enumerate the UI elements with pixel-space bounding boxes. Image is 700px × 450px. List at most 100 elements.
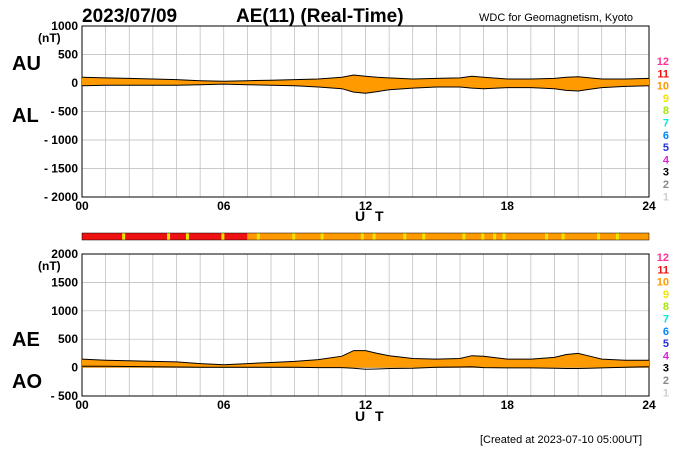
activity-level-label: 12 xyxy=(657,56,669,68)
y-tick-label: - 500 xyxy=(51,389,79,403)
al-series-line xyxy=(81,83,650,94)
created-timestamp: [Created at 2023-07-10 05:00UT] xyxy=(480,434,642,446)
y-tick-label: 500 xyxy=(58,48,78,62)
activity-level-label: 9 xyxy=(663,93,669,105)
activity-bar-marker xyxy=(545,233,549,240)
activity-level-label: 9 xyxy=(663,289,669,301)
y-tick-label: 0 xyxy=(71,361,78,375)
x-tick-label: 12 xyxy=(359,199,373,213)
au-series-area xyxy=(82,75,649,83)
au-al-x-tick-labels: 00 06 12 18 24 xyxy=(75,199,656,213)
ae-series-line xyxy=(81,350,649,366)
activity-level-label: 6 xyxy=(663,130,669,142)
y-tick-label: - 2000 xyxy=(44,190,78,204)
au-al-unit-label: (nT) xyxy=(38,31,61,45)
ae-series-area xyxy=(82,350,649,368)
activity-level-label: 5 xyxy=(663,338,669,350)
activity-level-label: 7 xyxy=(663,314,669,326)
activity-level-label: 3 xyxy=(663,167,669,179)
activity-level-bar xyxy=(81,232,650,241)
activity-bar-segment xyxy=(82,233,248,240)
activity-level-label: 2 xyxy=(663,375,669,387)
activity-bar-marker xyxy=(462,233,466,240)
activity-bar-marker xyxy=(493,233,497,240)
y-tick-label: - 1000 xyxy=(44,133,78,147)
au-al-chart: 1000 500 0 - 500 - 1000 - 1500 - 2000 00 06 12 18… xyxy=(12,19,656,224)
x-tick-label: 24 xyxy=(642,199,656,213)
activity-bar-marker xyxy=(167,233,171,240)
activity-level-label: 8 xyxy=(663,301,669,313)
activity-level-label: 1 xyxy=(663,387,669,399)
activity-bar-marker xyxy=(481,233,485,240)
au-al-x-axis-label: U T xyxy=(355,208,387,224)
au-axis-label: AU xyxy=(12,53,41,75)
activity-bar-marker xyxy=(292,233,296,240)
y-tick-label: 1000 xyxy=(51,19,78,33)
activity-bar-marker xyxy=(597,233,601,240)
ae-ao-unit-label: (nT) xyxy=(38,259,61,273)
ae-ao-plot-frame xyxy=(81,253,650,397)
y-tick-label: 1500 xyxy=(51,275,78,289)
x-tick-label: 24 xyxy=(642,398,656,412)
activity-bar-marker xyxy=(372,233,376,240)
activity-level-label: 1 xyxy=(663,191,669,203)
activity-bar-marker xyxy=(502,233,506,240)
ae-ao-y-tick-labels: 2000 1500 1000 500 0 - 500 xyxy=(51,247,79,403)
activity-level-label: 4 xyxy=(663,350,670,362)
y-tick-label: - 500 xyxy=(51,105,79,119)
x-tick-label: 06 xyxy=(217,199,231,213)
activity-level-label: 8 xyxy=(663,105,669,117)
au-series-line xyxy=(81,74,650,82)
activity-bar-marker xyxy=(615,233,619,240)
al-axis-label: AL xyxy=(12,105,39,127)
au-al-plot-frame xyxy=(81,25,650,198)
date-title: 2023/07/09 xyxy=(82,6,177,27)
au-al-y-tick-labels: 1000 500 0 - 500 - 1000 - 1500 - 2000 xyxy=(44,19,78,204)
activity-bar-marker xyxy=(185,233,189,240)
x-tick-label: 12 xyxy=(359,398,373,412)
activity-bar-frame xyxy=(81,232,650,241)
ae-ao-chart: 2000 1500 1000 500 0 - 500 00 06 12 18 24 (nT) AE… xyxy=(12,247,656,424)
activity-level-label: 5 xyxy=(663,142,669,154)
activity-level-label: 10 xyxy=(657,277,669,289)
activity-bar-marker xyxy=(360,233,364,240)
y-tick-label: 0 xyxy=(71,76,78,90)
activity-bar-marker xyxy=(256,233,260,240)
x-tick-label: 18 xyxy=(501,199,515,213)
y-tick-label: 1000 xyxy=(51,304,78,318)
activity-bar-marker xyxy=(561,233,565,240)
y-tick-label: - 1500 xyxy=(44,162,78,176)
ao-series-line xyxy=(82,365,650,370)
activity-bar-marker xyxy=(320,233,324,240)
activity-bar-marker xyxy=(221,233,225,240)
activity-level-label: 12 xyxy=(657,252,669,264)
ae-ao-grid xyxy=(82,254,649,396)
al-series-area xyxy=(82,83,649,94)
y-tick-label: 2000 xyxy=(51,247,78,261)
activity-level-label: 4 xyxy=(663,154,670,166)
activity-level-label: 11 xyxy=(657,264,669,276)
activity-bar-marker xyxy=(422,233,426,240)
x-tick-label: 00 xyxy=(75,398,89,412)
activity-bar-segment xyxy=(247,233,649,240)
index-title: AE(11) (Real-Time) xyxy=(236,6,404,27)
y-tick-label: 500 xyxy=(58,332,78,346)
activity-level-label: 11 xyxy=(657,68,669,80)
x-tick-label: 06 xyxy=(217,398,231,412)
activity-bar-marker xyxy=(122,233,126,240)
activity-level-label: 3 xyxy=(663,363,669,375)
ae-ao-x-tick-labels: 00 06 12 18 24 xyxy=(75,398,656,412)
activity-level-label: 6 xyxy=(663,326,669,338)
x-tick-label: 00 xyxy=(75,199,89,213)
x-tick-label: 18 xyxy=(501,398,515,412)
au-al-grid xyxy=(82,26,649,197)
ae-axis-label: AE xyxy=(12,329,40,351)
activity-bar-marker xyxy=(403,233,407,240)
activity-level-label: 10 xyxy=(657,81,669,93)
activity-level-label: 7 xyxy=(663,118,669,130)
ae-ao-x-axis-label: U T xyxy=(355,408,387,424)
activity-level-label: 2 xyxy=(663,179,669,191)
